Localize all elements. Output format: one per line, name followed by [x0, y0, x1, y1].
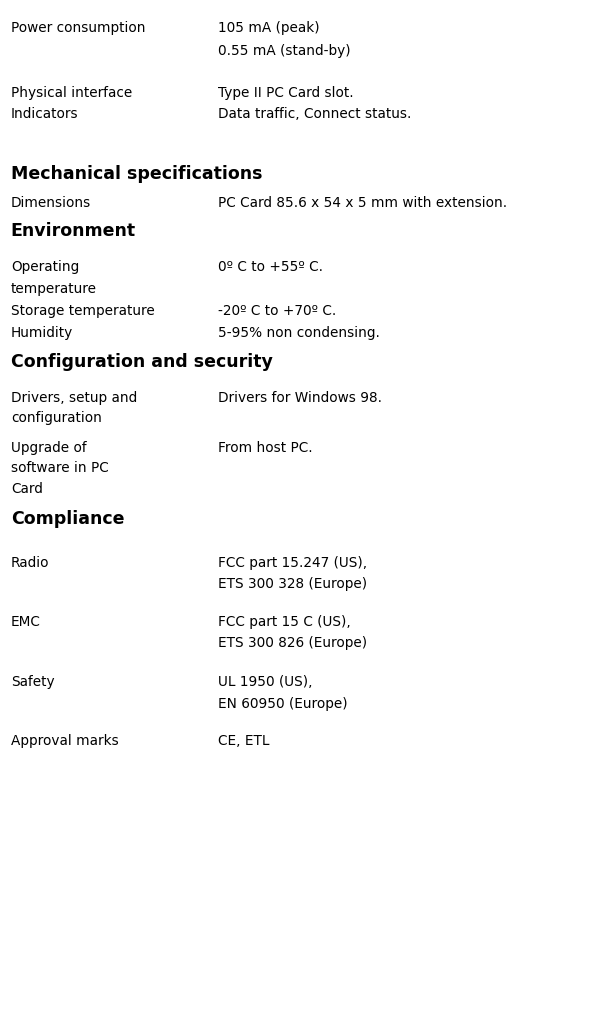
Text: Humidity: Humidity [11, 326, 73, 340]
Text: Environment: Environment [11, 222, 136, 240]
Text: Card: Card [11, 482, 42, 496]
Text: temperature: temperature [11, 281, 97, 296]
Text: PC Card 85.6 x 54 x 5 mm with extension.: PC Card 85.6 x 54 x 5 mm with extension. [218, 196, 507, 210]
Text: 5-95% non condensing.: 5-95% non condensing. [218, 326, 380, 340]
Text: ETS 300 826 (Europe): ETS 300 826 (Europe) [218, 636, 367, 650]
Text: FCC part 15 C (US),: FCC part 15 C (US), [218, 614, 351, 629]
Text: ETS 300 328 (Europe): ETS 300 328 (Europe) [218, 577, 367, 591]
Text: configuration: configuration [11, 411, 102, 425]
Text: From host PC.: From host PC. [218, 440, 313, 454]
Text: 0º C to +55º C.: 0º C to +55º C. [218, 260, 324, 274]
Text: Power consumption: Power consumption [11, 21, 145, 36]
Text: FCC part 15.247 (US),: FCC part 15.247 (US), [218, 555, 367, 570]
Text: 105 mA (peak): 105 mA (peak) [218, 21, 320, 36]
Text: 0.55 mA (stand-by): 0.55 mA (stand-by) [218, 44, 351, 58]
Text: Data traffic, Connect status.: Data traffic, Connect status. [218, 107, 411, 121]
Text: Configuration and security: Configuration and security [11, 353, 273, 371]
Text: Safety: Safety [11, 675, 54, 689]
Text: UL 1950 (US),: UL 1950 (US), [218, 675, 313, 689]
Text: Indicators: Indicators [11, 107, 78, 121]
Text: Type II PC Card slot.: Type II PC Card slot. [218, 86, 354, 100]
Text: EN 60950 (Europe): EN 60950 (Europe) [218, 696, 348, 710]
Text: CE, ETL: CE, ETL [218, 734, 270, 748]
Text: Drivers for Windows 98.: Drivers for Windows 98. [218, 390, 382, 405]
Text: Physical interface: Physical interface [11, 86, 132, 100]
Text: Storage temperature: Storage temperature [11, 304, 154, 318]
Text: EMC: EMC [11, 614, 41, 629]
Text: Compliance: Compliance [11, 510, 124, 528]
Text: Mechanical specifications: Mechanical specifications [11, 165, 263, 183]
Text: Approval marks: Approval marks [11, 734, 118, 748]
Text: Drivers, setup and: Drivers, setup and [11, 390, 137, 405]
Text: Radio: Radio [11, 555, 49, 570]
Text: software in PC: software in PC [11, 461, 108, 475]
Text: Upgrade of: Upgrade of [11, 440, 86, 454]
Text: -20º C to +70º C.: -20º C to +70º C. [218, 304, 337, 318]
Text: Dimensions: Dimensions [11, 196, 91, 210]
Text: Operating: Operating [11, 260, 79, 274]
